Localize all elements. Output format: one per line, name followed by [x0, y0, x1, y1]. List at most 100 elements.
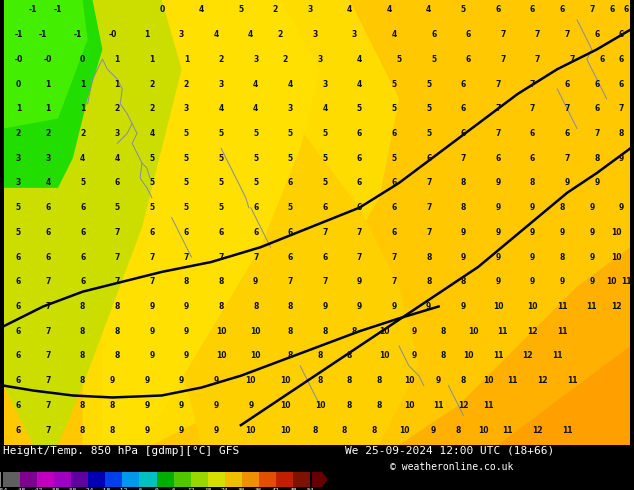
Text: 8: 8 [342, 426, 347, 435]
Text: 7: 7 [564, 104, 570, 113]
Text: 9: 9 [619, 154, 624, 163]
Text: 6: 6 [530, 5, 535, 14]
Bar [37, 472, 54, 487]
Text: 2: 2 [283, 55, 288, 64]
Text: 11: 11 [493, 351, 503, 361]
Text: 11: 11 [552, 351, 562, 361]
Text: 8: 8 [80, 426, 86, 435]
Text: 6: 6 [253, 203, 258, 212]
Polygon shape [82, 0, 399, 445]
Text: 10: 10 [250, 351, 261, 361]
Text: 4: 4 [253, 104, 258, 113]
Text: 8: 8 [461, 376, 466, 385]
Text: 9: 9 [214, 401, 219, 410]
Bar [54, 472, 71, 487]
Text: 10: 10 [245, 376, 256, 385]
Bar [139, 472, 157, 487]
Text: 6: 6 [357, 129, 362, 138]
Polygon shape [103, 0, 320, 445]
Text: 11: 11 [503, 426, 513, 435]
Text: 8: 8 [441, 351, 446, 361]
Text: 6: 6 [16, 351, 21, 361]
Text: 12: 12 [187, 488, 195, 490]
Text: 7: 7 [46, 401, 51, 410]
Text: 11: 11 [434, 401, 444, 410]
Text: 7: 7 [357, 228, 362, 237]
Text: 8: 8 [80, 327, 86, 336]
Text: -24: -24 [82, 488, 94, 490]
Text: 6: 6 [16, 327, 21, 336]
Bar [122, 472, 139, 487]
Text: 5: 5 [396, 55, 401, 64]
Text: 7: 7 [564, 154, 570, 163]
Text: 6: 6 [149, 228, 155, 237]
Text: 8: 8 [441, 327, 446, 336]
Text: 1: 1 [46, 79, 51, 89]
Text: 6: 6 [80, 203, 86, 212]
Text: 0: 0 [16, 79, 21, 89]
Text: 9: 9 [589, 203, 595, 212]
Text: 12: 12 [458, 401, 469, 410]
Text: 5: 5 [184, 129, 189, 138]
Text: 2: 2 [16, 129, 21, 138]
Text: 6: 6 [46, 203, 51, 212]
Polygon shape [4, 0, 103, 188]
Text: 11: 11 [557, 327, 567, 336]
Text: 4: 4 [426, 5, 431, 14]
Text: 7: 7 [391, 252, 397, 262]
Text: 3: 3 [16, 178, 21, 187]
Text: 5: 5 [392, 154, 397, 163]
Text: 8: 8 [461, 178, 466, 187]
Text: 6: 6 [16, 401, 21, 410]
Text: 3: 3 [288, 104, 293, 113]
Text: 6: 6 [530, 129, 535, 138]
Text: 8: 8 [377, 401, 382, 410]
Text: 2: 2 [80, 129, 86, 138]
Text: 5: 5 [150, 154, 155, 163]
Text: 2: 2 [149, 79, 155, 89]
Text: 6: 6 [599, 55, 604, 64]
Text: 11: 11 [586, 302, 597, 311]
Text: 6: 6 [357, 178, 362, 187]
Text: -0: -0 [108, 30, 117, 39]
Text: 7: 7 [589, 5, 595, 14]
Text: 5: 5 [219, 178, 224, 187]
Text: 9: 9 [495, 252, 501, 262]
Text: 6: 6 [288, 178, 293, 187]
Text: 4: 4 [149, 129, 155, 138]
Text: 5: 5 [16, 203, 21, 212]
Text: 10: 10 [527, 302, 538, 311]
Text: 4: 4 [219, 104, 224, 113]
Bar [3, 472, 20, 487]
Text: 4: 4 [80, 154, 86, 163]
Text: 3: 3 [253, 55, 258, 64]
Text: -1: -1 [74, 30, 82, 39]
Text: 6: 6 [253, 228, 258, 237]
Text: -1: -1 [14, 30, 23, 39]
Text: 7: 7 [288, 277, 293, 286]
Text: 7: 7 [46, 376, 51, 385]
Text: 9: 9 [110, 376, 115, 385]
Text: 9: 9 [145, 401, 150, 410]
Text: © weatheronline.co.uk: © weatheronline.co.uk [390, 462, 514, 472]
Text: 7: 7 [253, 252, 259, 262]
Text: 5: 5 [253, 154, 258, 163]
Text: 9: 9 [253, 277, 258, 286]
Text: 12: 12 [611, 302, 622, 311]
Text: 6: 6 [461, 79, 466, 89]
Text: 1: 1 [184, 55, 189, 64]
Text: 12: 12 [522, 351, 533, 361]
Text: 6: 6 [619, 55, 624, 64]
Text: 8: 8 [288, 351, 293, 361]
Text: -1: -1 [29, 5, 37, 14]
Text: 6: 6 [594, 30, 599, 39]
Text: 10: 10 [245, 426, 256, 435]
Text: 11: 11 [562, 426, 573, 435]
Text: 8: 8 [347, 376, 353, 385]
Text: 9: 9 [357, 277, 362, 286]
Text: 9: 9 [436, 376, 441, 385]
Text: 9: 9 [357, 302, 362, 311]
Text: 4: 4 [347, 5, 353, 14]
Text: 1: 1 [115, 79, 120, 89]
Text: 1: 1 [80, 79, 86, 89]
